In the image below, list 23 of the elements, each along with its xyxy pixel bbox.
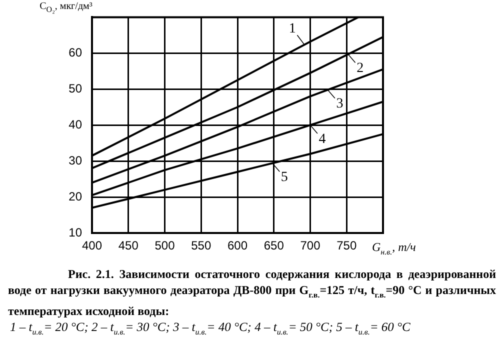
x-tick-label: 450 xyxy=(118,238,139,253)
x-axis-title: G$_{н.в.}$, т/ч xyxy=(372,240,416,256)
legend-label: 5 xyxy=(280,170,288,185)
series-label: 1 xyxy=(288,21,296,36)
x-tick-label: 650 xyxy=(264,238,284,253)
y-tick-label: 40 xyxy=(68,117,82,132)
legend-label: 2 xyxy=(356,60,364,76)
legend-label: 3 xyxy=(336,96,344,112)
x-tick-label: 400 xyxy=(82,238,102,253)
y-axis-title: C$_{O₂}$, мкг/дм³ xyxy=(38,1,94,15)
x-tick-label: 500 xyxy=(154,238,176,253)
y-tick-label: 10 xyxy=(68,225,82,240)
text: Рис. 2.1. Зависимости остаточного содержания кислорода в деаэрированной воде от нагрузки вакуумного деаэратора ДВ-800 при G$_{г.в.}$=125 т/ч, t$_{г.в.}$=90 °C и различных температурах исходной воды: xyxy=(8,267,496,318)
legend-label: 4 xyxy=(318,132,326,147)
y-tick-label: 20 xyxy=(68,189,82,204)
y-tick-label: 60 xyxy=(68,45,82,60)
x-tick-label: 600 xyxy=(227,238,248,253)
text: 1 – t$_{и.в.}$= 20 °C; 2 – t$_{и.в.}$= 30 °C; 3 – t$_{и.в.}$= 40 °C; 4 – t$_{и.в.}$= 50 °C; 5 – t$_{и.в.}$= 60 °C xyxy=(10,320,410,337)
y-tick-label: 50 xyxy=(68,81,82,96)
x-tick-label: 550 xyxy=(191,238,212,253)
x-tick-label: 700 xyxy=(300,238,321,253)
x-tick-label: 750 xyxy=(336,238,357,253)
y-tick-label: 30 xyxy=(68,153,82,168)
